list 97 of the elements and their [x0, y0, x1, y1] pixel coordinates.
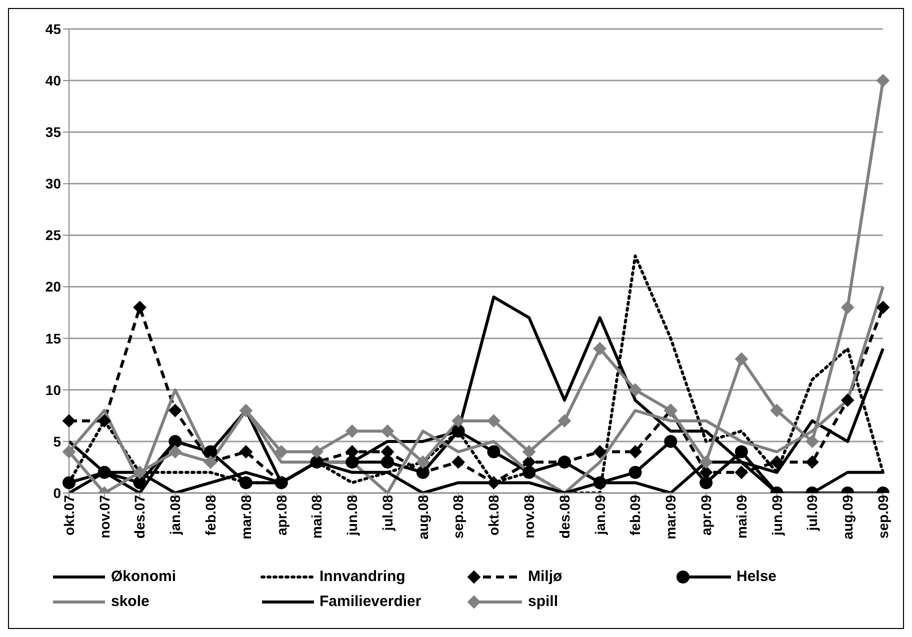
point [346, 424, 359, 438]
x-tick-label: mar.09 [662, 494, 679, 540]
x-tick-label: okt.08 [486, 494, 502, 536]
legend-label: Innvandring [320, 568, 406, 585]
point [628, 383, 642, 396]
legend-label: Familieverdier [320, 593, 422, 610]
point [806, 434, 819, 448]
x-tick-label: apr.09 [698, 494, 714, 536]
point [133, 300, 146, 314]
x-tick-label: jun.09 [768, 494, 785, 536]
x-tick-label: mai.08 [308, 494, 325, 539]
legend-label: Økonomi [111, 568, 176, 585]
point [133, 466, 146, 479]
point [310, 445, 324, 458]
point [168, 434, 182, 448]
point [62, 445, 76, 458]
y-tick-label: 5 [53, 433, 62, 450]
point [487, 476, 500, 490]
x-tick-label: des.08 [556, 494, 572, 539]
point [204, 445, 218, 458]
point [593, 476, 606, 490]
point [770, 456, 784, 469]
point [876, 300, 890, 314]
y-tick-label: 15 [45, 330, 62, 346]
point [664, 434, 678, 448]
point [346, 445, 359, 458]
legend-label: Miljø [528, 568, 562, 585]
x-tick-label: nov.07 [96, 494, 112, 538]
x-tick-label: sep.08 [450, 494, 466, 539]
x-tick-label: mai.09 [733, 494, 750, 539]
legend-label: spill [528, 593, 558, 610]
point [734, 445, 748, 458]
legend-label: skole [111, 593, 150, 610]
point [487, 414, 500, 428]
x-tick-label: aug.08 [414, 494, 431, 540]
point [168, 445, 182, 458]
point [522, 466, 536, 479]
point [274, 476, 288, 490]
point [452, 414, 465, 428]
point [346, 456, 359, 469]
point [239, 445, 252, 458]
point [452, 424, 465, 438]
x-tick-label: jul.08 [379, 494, 396, 532]
x-tick-label: sep.09 [874, 494, 891, 539]
point [628, 466, 642, 479]
point [274, 445, 288, 458]
y-tick-label: 40 [45, 72, 62, 89]
point [770, 404, 784, 418]
x-tick-label: des.07 [132, 494, 148, 539]
point [841, 300, 854, 314]
point [558, 414, 571, 428]
point [734, 466, 748, 479]
point [98, 414, 111, 428]
point [734, 352, 748, 366]
x-tick-label: aug.09 [840, 494, 856, 540]
x-tick-label: feb.08 [202, 494, 219, 536]
x-tick-label: mar.08 [238, 494, 254, 540]
point [416, 466, 430, 479]
point [98, 466, 111, 479]
y-tick-label: 25 [45, 227, 62, 244]
point [239, 404, 252, 418]
point [133, 476, 146, 490]
y-tick-label: 10 [45, 382, 62, 398]
point [62, 476, 76, 490]
point [806, 456, 819, 469]
x-tick-label: jan.09 [592, 494, 608, 536]
y-tick-label: 30 [45, 176, 62, 192]
y-tick-label: 45 [45, 20, 62, 37]
point [876, 74, 890, 88]
y-tick-label: 35 [45, 124, 62, 140]
x-tick-label: jan.08 [167, 494, 184, 536]
point [62, 414, 76, 428]
point [593, 342, 606, 356]
x-tick-label: jul.09 [804, 494, 820, 532]
point [593, 445, 606, 458]
x-tick-label: nov.08 [521, 494, 538, 538]
point [487, 445, 500, 458]
point [168, 404, 182, 418]
point [310, 456, 324, 469]
x-tick-label: okt.07 [60, 494, 77, 536]
point [700, 476, 713, 490]
point [522, 445, 536, 458]
x-tick-label: apr.08 [273, 494, 290, 536]
point [381, 424, 394, 438]
point [558, 456, 571, 469]
point [416, 456, 430, 469]
y-tick-label: 0 [53, 484, 62, 501]
point [628, 445, 642, 458]
y-tick-label: 20 [45, 278, 62, 295]
legend-label: Helse [736, 568, 777, 585]
point [381, 456, 394, 469]
point [700, 456, 713, 469]
point [452, 456, 465, 469]
x-tick-label: jun.08 [344, 494, 360, 536]
x-tick-label: feb.09 [627, 494, 644, 536]
point [239, 476, 252, 490]
point [841, 394, 854, 407]
